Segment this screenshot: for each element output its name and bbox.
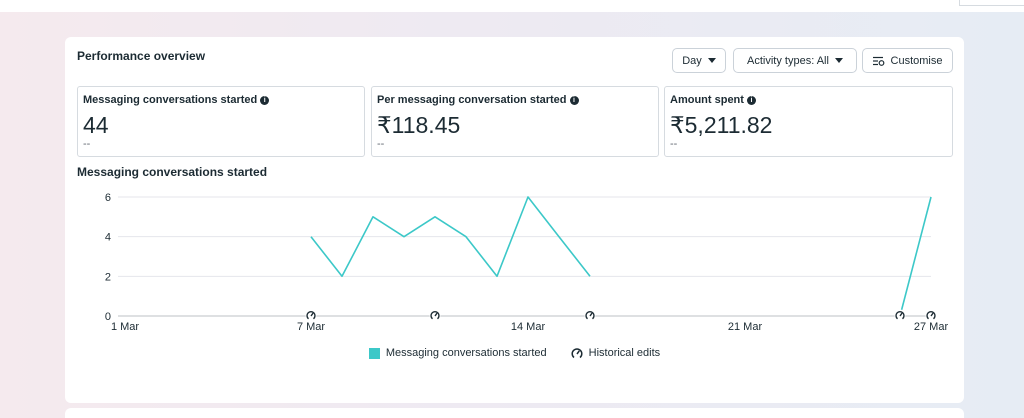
info-icon[interactable]: i [569, 95, 579, 105]
metric-card-cost-per-conversation[interactable]: Per messaging conversation started i ₹11… [371, 86, 659, 157]
panel-title: Performance overview [77, 49, 206, 63]
top-bar [0, 0, 1024, 12]
metric-comparison: -- [377, 138, 385, 150]
historical-edit-marker-icon[interactable] [305, 309, 317, 321]
y-tick-label: 6 [105, 192, 111, 204]
chart-legend: Messaging conversations started Historic… [65, 347, 964, 359]
metric-label-text: Messaging conversations started [83, 94, 258, 106]
metric-value: 44 [83, 112, 109, 138]
metric-label-text: Per messaging conversation started [377, 94, 567, 106]
performance-overview-panel: Performance overview Day Activity types:… [65, 37, 964, 403]
caret-down-icon [834, 58, 843, 63]
day-dropdown-label: Day [682, 54, 702, 67]
x-tick-label: 14 Mar [511, 321, 546, 333]
customise-icon [872, 56, 884, 66]
metric-comparison: -- [83, 138, 91, 150]
top-bar-corner [959, 0, 1024, 6]
customise-button[interactable]: Customise [862, 48, 953, 73]
x-tick-label: 7 Mar [297, 321, 325, 333]
metric-label: Messaging conversations started i [83, 94, 270, 106]
historical-edit-marker-icon[interactable] [894, 309, 906, 321]
chart-title: Messaging conversations started [77, 165, 268, 179]
caret-down-icon [707, 58, 716, 63]
legend-edits-label: Historical edits [588, 347, 661, 359]
metric-label-text: Amount spent [670, 94, 744, 106]
x-tick-label: 1 Mar [111, 321, 139, 333]
next-panel [65, 408, 964, 418]
x-tick-label: 27 Mar [914, 321, 949, 333]
activity-types-label: Activity types: All [747, 54, 829, 67]
legend-item-historical-edits[interactable]: Historical edits [571, 347, 661, 359]
y-tick-label: 2 [105, 271, 111, 283]
activity-types-dropdown[interactable]: Activity types: All [733, 48, 857, 73]
y-tick-label: 0 [105, 311, 111, 323]
series-line [899, 196, 932, 317]
legend-item-series[interactable]: Messaging conversations started [368, 347, 547, 359]
series-line [310, 196, 591, 278]
metric-comparison: -- [670, 138, 678, 150]
historical-edit-marker-icon[interactable] [584, 309, 596, 321]
historical-edit-icon [571, 348, 583, 359]
legend-series-label: Messaging conversations started [385, 347, 547, 359]
metric-label: Amount spent i [670, 94, 756, 106]
metric-value: ₹118.45 [377, 112, 461, 138]
historical-edit-marker-icon[interactable] [925, 309, 937, 321]
info-icon[interactable]: i [746, 95, 756, 105]
line-chart: 0 2 4 6 1 Mar 7 Mar 14 Mar 21 Mar 27 Mar [105, 192, 949, 333]
day-dropdown[interactable]: Day [672, 48, 726, 73]
metric-card-conversations[interactable]: Messaging conversations started i 44 -- [77, 86, 365, 157]
x-tick-label: 21 Mar [728, 321, 763, 333]
info-icon[interactable]: i [260, 95, 270, 105]
historical-edit-marker-icon[interactable] [429, 309, 441, 321]
metric-value: ₹5,211.82 [670, 112, 773, 138]
customise-label: Customise [890, 54, 943, 67]
metric-card-amount-spent[interactable]: Amount spent i ₹5,211.82 -- [664, 86, 953, 157]
y-tick-label: 4 [105, 232, 111, 244]
metric-label: Per messaging conversation started i [377, 94, 579, 106]
legend-swatch [368, 347, 380, 359]
